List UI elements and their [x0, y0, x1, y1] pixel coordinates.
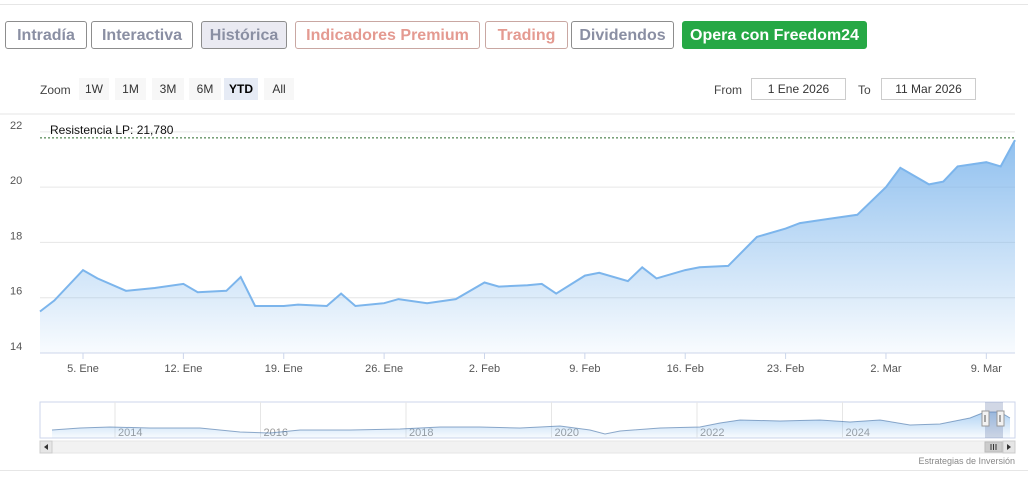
data-point: [727, 265, 729, 267]
data-point: [240, 276, 242, 278]
x-tick-label: 5. Ene: [67, 363, 99, 375]
data-point: [297, 304, 299, 306]
to-label: To: [858, 83, 871, 97]
data-point: [656, 277, 658, 279]
data-point: [455, 298, 457, 300]
zoom-6m-button[interactable]: 6M: [189, 78, 221, 100]
data-point: [985, 161, 987, 163]
x-axis: 5. Ene 12. Ene 19. Ene 26. Ene 2. Feb 9. Feb 1…: [40, 352, 1015, 375]
data-point: [699, 266, 701, 268]
data-point: [254, 305, 256, 307]
freedom24-button[interactable]: Opera con Freedom24: [682, 21, 867, 49]
data-point: [1014, 139, 1016, 141]
navigator-line: [51, 411, 1011, 435]
tab-dividendos[interactable]: Dividendos: [571, 21, 674, 49]
data-point: [627, 280, 629, 282]
data-point: [326, 305, 328, 307]
x-tick-label: 16. Feb: [667, 363, 704, 375]
y-tick-label: 18: [10, 230, 22, 242]
data-point: [684, 269, 686, 271]
tab-indicadores-premium[interactable]: Indicadores Premium: [295, 21, 480, 49]
data-point: [383, 302, 385, 304]
from-label: From: [714, 83, 742, 97]
scroll-right-arrow-icon: [1007, 444, 1011, 450]
data-point: [125, 290, 127, 292]
data-point: [82, 269, 84, 271]
data-point: [426, 302, 428, 304]
data-point: [484, 282, 486, 284]
data-point: [541, 283, 543, 285]
data-point: [899, 167, 901, 169]
x-tick-label: 12. Ene: [164, 363, 202, 375]
data-point: [756, 236, 758, 238]
scrollbar-track[interactable]: [39, 440, 1016, 454]
data-point: [942, 181, 944, 183]
data-point: [197, 291, 199, 293]
plot-area: [39, 139, 1016, 353]
x-tick-label: 2. Mar: [870, 363, 902, 375]
data-point: [1000, 165, 1002, 167]
zoom-1m-button[interactable]: 1M: [115, 78, 146, 100]
x-tick-label: 26. Ene: [365, 363, 403, 375]
price-line: [39, 139, 1016, 313]
data-point: [154, 287, 156, 289]
from-date-input[interactable]: 1 Ene 2026: [751, 78, 846, 100]
data-point: [527, 284, 529, 286]
data-point: [856, 214, 858, 216]
y-tick-label: 20: [10, 175, 22, 187]
data-point: [498, 286, 500, 288]
x-tick-label: 19. Ene: [265, 363, 303, 375]
tab-interactiva[interactable]: Interactiva: [91, 21, 193, 49]
data-point: [96, 277, 98, 279]
y-tick-label: 22: [10, 120, 22, 132]
data-point: [283, 305, 285, 307]
data-point: [398, 298, 400, 300]
navigator: 201420162018202020222024: [39, 401, 1016, 454]
data-point: [39, 311, 41, 313]
y-tick-label: 16: [10, 286, 22, 298]
data-point: [53, 300, 55, 302]
y-tick-label: 14: [10, 341, 22, 353]
to-date-input[interactable]: 11 Mar 2026: [881, 78, 976, 100]
data-point: [957, 165, 959, 167]
tab-intradia[interactable]: Intradía: [5, 21, 87, 49]
data-point: [928, 183, 930, 185]
data-point: [799, 222, 801, 224]
data-point: [354, 305, 356, 307]
chart-credits[interactable]: Estrategias de Inversión: [918, 456, 1015, 466]
price-area: [40, 140, 1015, 353]
zoom-1w-button[interactable]: 1W: [79, 78, 109, 100]
y-axis: 14 16 18 20 22: [10, 120, 22, 353]
x-tick-label: 2. Feb: [469, 363, 500, 375]
tab-historica[interactable]: Histórica: [201, 21, 287, 49]
x-tick-label: 9. Feb: [569, 363, 600, 375]
x-tick-label: 23. Feb: [767, 363, 804, 375]
data-point: [182, 283, 184, 285]
data-point: [598, 272, 600, 274]
zoom-ytd-button[interactable]: YTD: [224, 78, 258, 100]
resistance-annotation: Resistencia LP: 21,780: [40, 123, 1015, 139]
x-tick-label: 9. Mar: [971, 363, 1003, 375]
bottom-divider: [0, 470, 1028, 471]
data-point: [785, 228, 787, 230]
data-point: [885, 186, 887, 188]
zoom-3m-button[interactable]: 3M: [152, 78, 184, 100]
data-point: [340, 293, 342, 295]
zoom-all-button[interactable]: All: [264, 78, 294, 100]
top-divider: [0, 4, 1028, 5]
data-point: [641, 266, 643, 268]
data-point: [555, 293, 557, 295]
data-point: [584, 275, 586, 277]
resistance-label: Resistencia LP: 21,780: [50, 123, 174, 137]
data-point: [828, 218, 830, 220]
scroll-left-arrow-icon: [44, 444, 48, 450]
zoom-label: Zoom: [40, 83, 71, 97]
data-point: [225, 290, 227, 292]
navigator-area: [52, 412, 1010, 438]
tab-trading[interactable]: Trading: [485, 21, 568, 49]
